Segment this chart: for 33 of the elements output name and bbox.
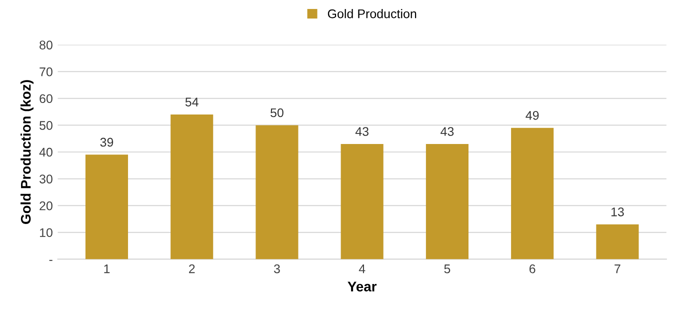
bar [256,125,298,260]
y-tick-label: - [49,260,52,261]
y-tick-label: 80 [40,40,52,50]
bar [596,224,639,260]
data-label: 43 [355,127,369,136]
x-tick-label: 7 [614,264,620,274]
bar [170,114,214,260]
data-label: 49 [526,111,539,120]
x-tick-label: 1 [104,264,110,274]
bar [340,144,384,260]
data-label: 13 [611,207,624,216]
bar [85,154,128,260]
x-tick-label: 2 [189,264,195,274]
y-tick-label: 40 [39,148,52,157]
data-label: 39 [100,138,114,147]
data-label: 54 [185,98,198,106]
y-tick-label: 30 [40,174,52,184]
data-label: 43 [440,127,454,136]
y-tick-label: 20 [40,201,52,210]
bar [511,128,554,260]
y-tick-label: 50 [40,121,52,130]
x-tick-label: 5 [444,264,450,274]
y-tick-label: 70 [40,67,52,76]
x-tick-label: 3 [274,264,280,274]
x-tick-label: 4 [358,264,366,274]
y-tick-label: 10 [40,228,52,238]
y-axis-title: Gold Production (koz) [20,80,34,224]
y-tick-label: 60 [40,94,52,104]
data-label: 50 [270,108,284,118]
x-axis-title: Year [348,282,377,292]
bar [426,144,468,260]
x-tick-label: 6 [529,264,536,274]
legend-label: Gold Production [328,9,416,18]
